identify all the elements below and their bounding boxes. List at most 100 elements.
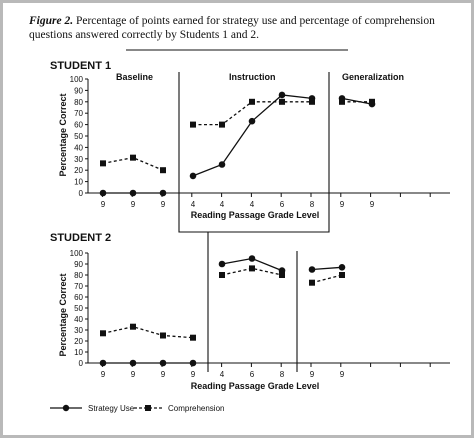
student1-comprehension-point (279, 98, 285, 105)
student2-ticks: 0 10 20 30 40 50 60 70 80 90 100 9 9 9 9 4 6 8 9 9 (70, 249, 431, 379)
student1-x-tick-label: 9 (340, 200, 345, 209)
student1-comprehension-point (369, 98, 375, 105)
student2-y-tick-label: 10 (74, 348, 83, 357)
student2-comprehension-point (160, 332, 166, 339)
student2-comprehension-line (311, 274, 343, 284)
student1-strategy-point (189, 172, 197, 180)
student2-x-tick-label: 6 (250, 370, 255, 379)
student2-y-tick-label: 100 (70, 249, 84, 258)
student2-x-tick-label: 9 (131, 370, 136, 379)
student2-title: STUDENT 2 (50, 232, 111, 244)
student1-strategy-point (218, 161, 226, 168)
student2-x-tick-label: 9 (101, 370, 106, 379)
student2-y-tick-label: 20 (74, 337, 83, 346)
student1-x-tick-label: 4 (250, 200, 255, 209)
student1-y-tick-label: 40 (74, 143, 83, 152)
student1-comprehension-point (219, 121, 225, 128)
student1-strategy-point (129, 189, 137, 197)
student2-y-tick-label: 50 (74, 304, 83, 313)
student1-comprehension-point (249, 98, 255, 105)
student1-comprehension-point (309, 98, 315, 105)
student1-phase-instruction: Instruction (229, 72, 276, 82)
figure-caption: Figure 2. Percentage of points earned fo… (29, 14, 459, 42)
student1-y-tick-label: 100 (70, 75, 84, 84)
legend-comprehension-label: Comprehension (168, 404, 224, 413)
student1-ylabel: Percentage Correct (58, 93, 68, 176)
student2-comprehension-line (102, 326, 194, 339)
student2-y-tick-label: 60 (74, 293, 83, 302)
student2-x-tick-label: 9 (340, 370, 345, 379)
student2-ylabel: Percentage Correct (58, 273, 68, 356)
student1-comprehension-point (100, 160, 106, 167)
student2-x-tick-label: 9 (161, 370, 166, 379)
student1-strategy-point (159, 189, 167, 197)
student2-strategy-point (99, 359, 107, 367)
student1-phase-lines (178, 72, 330, 233)
student1-strategy-point (99, 189, 107, 197)
student2-comprehension-point (190, 334, 196, 341)
student2-y-tick-label: 90 (74, 260, 83, 269)
student2-phase-change-line (179, 231, 209, 372)
student1-comprehension-point (190, 121, 196, 128)
student1-y-tick-label: 90 (74, 86, 83, 95)
student1-xlabel: Reading Passage Grade Level (191, 210, 320, 220)
student1-series (99, 91, 376, 197)
student2-x-tick-label: 4 (220, 370, 225, 379)
student2-comprehension-point (249, 265, 255, 272)
student2-comprehension-point (100, 330, 106, 337)
student2-series (99, 255, 346, 367)
student1-x-tick-label: 8 (310, 200, 315, 209)
student2-strategy-point (308, 266, 316, 273)
student2-comprehension-point (219, 272, 225, 278)
student1-y-tick-label: 0 (79, 189, 84, 198)
student1-strategy-line (341, 97, 373, 105)
student1-x-tick-label: 9 (370, 200, 375, 209)
student2-strategy-point (248, 255, 256, 262)
figure-label: Figure 2. (29, 15, 74, 27)
student1-y-tick-label: 20 (74, 166, 83, 175)
student1-x-tick-label: 9 (131, 200, 136, 209)
student2-y-tick-label: 70 (74, 282, 83, 291)
student1-strategy-point (278, 91, 286, 99)
student2-comprehension-line (221, 267, 283, 276)
student1-comprehension-line (102, 156, 164, 171)
student2-strategy-point (129, 359, 137, 367)
student1-y-tick-label: 30 (74, 155, 83, 164)
student2-x-tick-label: 8 (280, 370, 285, 379)
student1-axes (87, 79, 450, 194)
student2-comprehension-point (279, 272, 285, 278)
student2-y-tick-label: 30 (74, 326, 83, 335)
student2-xlabel: Reading Passage Grade Level (191, 381, 320, 391)
legend-comprehension-marker (145, 405, 151, 411)
student2-phase-lines (179, 231, 298, 372)
student2-y-tick-label: 40 (74, 315, 83, 324)
student2-comprehension-point (339, 272, 345, 278)
student2-x-tick-label: 9 (310, 370, 315, 379)
student1-comprehension-point (130, 154, 136, 161)
student2-strategy-point (338, 264, 346, 271)
student1-y-tick-label: 80 (74, 98, 83, 107)
student2-axes (87, 253, 450, 364)
student1-x-tick-label: 9 (161, 200, 166, 209)
student1-x-tick-label: 4 (191, 200, 196, 209)
student1-y-tick-label: 70 (74, 109, 83, 118)
student1-y-tick-label: 60 (74, 121, 83, 130)
student1-phase-change-line (178, 72, 330, 233)
student2-strategy-point (159, 359, 167, 367)
student1-ticks: 0 10 20 30 40 50 60 70 80 90 100 9 9 9 4 4 4 6 8 9 9 (70, 75, 431, 209)
student1-comprehension-point (160, 167, 166, 174)
student2-comprehension-point (309, 279, 315, 286)
figure-caption-text: Percentage of points earned for strategy… (29, 15, 435, 41)
legend-strategy-label: Strategy Use (88, 404, 135, 413)
student2-strategy-point (218, 260, 226, 268)
student1-title: STUDENT 1 (50, 60, 111, 72)
student2-comprehension-point (130, 323, 136, 330)
student1-phase-baseline: Baseline (116, 72, 153, 82)
student1-strategy-point (248, 117, 256, 125)
student1-y-tick-label: 50 (74, 132, 83, 141)
legend-strategy-marker (62, 404, 70, 412)
student1-x-tick-label: 6 (280, 200, 285, 209)
student2-strategy-line (311, 266, 343, 271)
